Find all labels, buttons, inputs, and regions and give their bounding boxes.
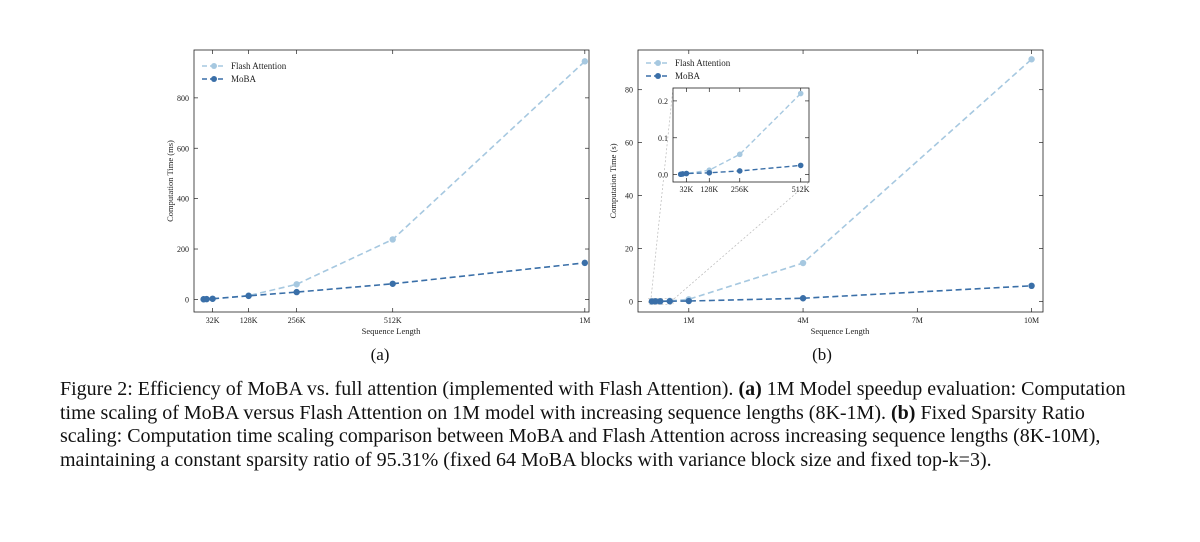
chart-a-ytick-label: 800 (177, 94, 189, 103)
chart-a-series-flash-line (203, 60, 586, 301)
chart-b-legend: Flash Attention MoBA (646, 58, 731, 81)
chart-b-ytick-label: 40 (625, 192, 633, 201)
inset-series-flash-point (736, 151, 743, 158)
chart-b-ytick-label: 80 (625, 86, 633, 95)
chart-b-ytick-label: 20 (625, 244, 633, 253)
chart-a-xtick-label: 512K (384, 316, 402, 325)
caption-a-text: 1M Model speedup evaluation: Computation… (60, 378, 1126, 424)
inset-series-moba-point (797, 162, 804, 169)
chart-a-legend: Flash Attention MoBA (202, 61, 287, 84)
chart-a-ylabel: Computation Time (ms) (165, 140, 175, 222)
legend-b-flash-label: Flash Attention (675, 58, 731, 68)
inset-series (677, 90, 804, 178)
chart-b-series (648, 56, 1035, 305)
inset-frame (672, 87, 810, 183)
chart-a-series-flash-point (581, 58, 589, 65)
chart-a-ytick-label: 600 (177, 144, 189, 153)
inset-connector-right (670, 181, 810, 302)
legend-a-flash-marker (211, 63, 217, 69)
chart-b-series-moba-point (685, 297, 693, 305)
inset-xtick-label: 128K (700, 185, 718, 194)
chart-a-xtick-label: 1M (579, 316, 590, 325)
chart-a-series-moba-point (581, 259, 589, 267)
chart-a-sublabel: (a) (371, 345, 390, 364)
chart-a-ticks: 32K 128K 256K 512K 1M 0 200 400 600 800 (177, 50, 590, 325)
inset-series-moba-point (736, 168, 743, 174)
chart-a: 32K 128K 256K 512K 1M 0 200 400 600 800 Sequence … (165, 49, 590, 364)
chart-b-ytick-label: 0 (629, 297, 633, 306)
chart-b: 1M 4M 7M 10M 0 20 40 60 80 Sequence Length Compu… (608, 49, 1044, 364)
caption-b-label: (b) (891, 401, 916, 424)
chart-a-xtick-label: 256K (288, 316, 306, 325)
chart-b-xtick-label: 4M (797, 316, 808, 325)
chart-a-series-moba-point (209, 295, 216, 302)
chart-b-series-moba-point (666, 298, 673, 305)
chart-a-xtick-label: 128K (240, 316, 258, 325)
inset-ytick-label: 0.0 (658, 171, 668, 180)
chart-a-xtick-label: 32K (206, 316, 220, 325)
chart-a-series-moba-point (245, 292, 252, 300)
chart-b-series-flash-point (1028, 56, 1035, 63)
chart-b-sublabel: (b) (812, 345, 832, 364)
chart-a-series-flash-point (293, 281, 300, 288)
inset-series-flash-point (797, 90, 804, 97)
chart-b-xtick-label: 7M (912, 316, 923, 325)
chart-b-xtick-label: 1M (683, 316, 694, 325)
chart-b-series-moba-point (1028, 282, 1035, 289)
legend-a-flash-label: Flash Attention (231, 61, 287, 71)
legend-a-moba-marker (211, 76, 217, 82)
caption-b-text: Fixed Sparsity Ratio scaling: Computatio… (60, 401, 1101, 471)
chart-b-ticks: 1M 4M 7M 10M 0 20 40 60 80 (625, 50, 1043, 325)
chart-b-series-moba-point (652, 298, 659, 305)
inset-xtick-label: 256K (731, 185, 749, 194)
chart-b-series-moba-point (657, 298, 664, 305)
chart-b-frame (637, 49, 1044, 313)
chart-a-series (200, 58, 589, 303)
inset-connector-left (650, 87, 674, 302)
chart-b-xlabel: Sequence Length (811, 326, 871, 336)
caption-figure-label: Figure 2: (60, 378, 133, 400)
chart-a-ytick-label: 400 (177, 195, 189, 204)
legend-b-flash-marker (655, 60, 661, 66)
chart-a-ytick-label: 200 (177, 245, 189, 254)
inset-xtick-label: 512K (792, 185, 810, 194)
chart-a-series-moba-point (389, 280, 396, 287)
chart-a-frame (193, 49, 590, 313)
caption-a-label: (a) (738, 378, 762, 400)
chart-b-series-moba-point (799, 295, 807, 302)
chart-b-series-flash-point (799, 259, 807, 267)
inset-ytick-label: 0.2 (658, 97, 668, 106)
chart-b-ytick-label: 60 (625, 139, 633, 148)
inset-series-moba-point (706, 169, 713, 176)
legend-b-moba-label: MoBA (675, 71, 701, 81)
inset-xtick-label: 32K (680, 185, 694, 194)
chart-a-series-moba-point (203, 295, 210, 303)
chart-b-xtick-label: 10M (1024, 316, 1039, 325)
figure-caption: Figure 2: Efficiency of MoBA vs. full at… (60, 378, 1150, 472)
chart-b-ylabel: Computation Time (s) (608, 143, 618, 218)
chart-a-series-moba-point (293, 288, 300, 296)
inset-series-moba-point (683, 170, 690, 177)
chart-b-inset: 32K 128K 256K 512K 0.0 0.1 0.2 (658, 87, 810, 194)
chart-a-series-flash-point (389, 236, 396, 243)
caption-intro: Efficiency of MoBA vs. full attention (i… (132, 378, 739, 400)
legend-b-moba-marker (655, 73, 661, 79)
inset-ticks: 32K 128K 256K 512K 0.0 0.1 0.2 (658, 88, 810, 194)
chart-a-xlabel: Sequence Length (362, 326, 422, 336)
inset-ytick-label: 0.1 (658, 134, 668, 143)
chart-a-ytick-label: 0 (185, 295, 189, 304)
legend-a-moba-label: MoBA (231, 74, 257, 84)
